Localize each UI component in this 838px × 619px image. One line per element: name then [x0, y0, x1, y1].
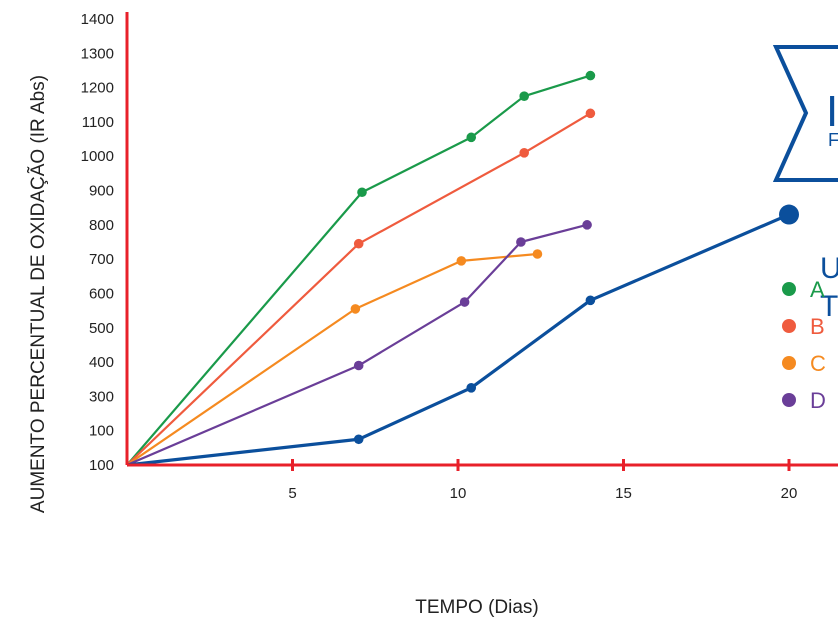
- data-point: [585, 108, 596, 119]
- data-point: [466, 383, 477, 393]
- y-tick-label: 700: [89, 251, 114, 268]
- x-tick-label: 15: [615, 485, 632, 502]
- brand-subletter: F: [828, 130, 838, 150]
- legend-label: D: [810, 388, 826, 413]
- data-point: [353, 238, 364, 249]
- x-tick-label: 10: [450, 485, 467, 502]
- data-point: [353, 360, 364, 371]
- y-tick-label: 100: [89, 457, 114, 474]
- x-tick-label: 5: [288, 485, 296, 502]
- legend-label: A: [810, 277, 825, 302]
- legend-label: C: [810, 351, 826, 376]
- data-point: [585, 70, 596, 81]
- data-point: [532, 249, 543, 259]
- y-tick-label: 1400: [81, 11, 114, 28]
- data-point: [466, 132, 477, 143]
- y-tick-label: 100: [89, 423, 114, 440]
- data-point: [516, 237, 526, 247]
- y-tick-label: 400: [89, 354, 114, 371]
- y-tick-label: 1000: [81, 148, 114, 165]
- data-point: [779, 204, 799, 225]
- brand-badge-shape: [772, 45, 838, 182]
- axes-layer: [125, 12, 838, 467]
- series-line-b: [126, 112, 591, 466]
- y-tick-label: 500: [89, 320, 114, 337]
- legend-marker: [782, 393, 796, 407]
- y-tick-labels: 100 100 300 400 500 600 700 800 900 1000 1100 1200 1…: [81, 11, 114, 474]
- data-point: [519, 91, 529, 101]
- series-line-d: [126, 223, 588, 467]
- y-tick-label: 1300: [81, 45, 114, 62]
- series-u-t-label-line1: U: [820, 252, 838, 285]
- y-tick-label: 600: [89, 285, 114, 302]
- legend-marker: [782, 282, 796, 296]
- data-point: [585, 295, 596, 306]
- y-tick-label: 300: [89, 388, 114, 405]
- y-tick-label: 800: [89, 217, 114, 234]
- data-point: [456, 256, 467, 266]
- data-point: [350, 304, 361, 314]
- data-point: [582, 220, 592, 230]
- brand-badge: I F U T: [772, 45, 838, 323]
- legend-marker: [782, 356, 796, 370]
- y-tick-label: 900: [89, 183, 114, 200]
- y-tick-label: 1200: [81, 80, 114, 97]
- brand-letter: I: [826, 87, 838, 136]
- y-tick-label: 1100: [82, 114, 114, 131]
- legend-marker: [782, 319, 796, 333]
- series-u-t-label-line2: T: [820, 290, 838, 323]
- x-axis-title: TEMPO (Dias): [415, 597, 539, 618]
- y-axis-title: AUMENTO PERCENTUAL DE OXIDAÇÃO (IR Abs): [27, 75, 49, 513]
- data-point: [459, 297, 470, 307]
- x-tick-label: 20: [781, 485, 798, 502]
- series-line-a: [126, 74, 591, 466]
- series-layer: [126, 70, 799, 467]
- data-point: [519, 148, 529, 158]
- x-tick-labels: 5 10 15 20: [288, 459, 797, 502]
- series-line-c: [126, 252, 538, 466]
- data-point: [357, 187, 367, 198]
- legend-label: B: [810, 314, 825, 339]
- series-line-u-t: [126, 213, 790, 467]
- data-point: [353, 434, 364, 445]
